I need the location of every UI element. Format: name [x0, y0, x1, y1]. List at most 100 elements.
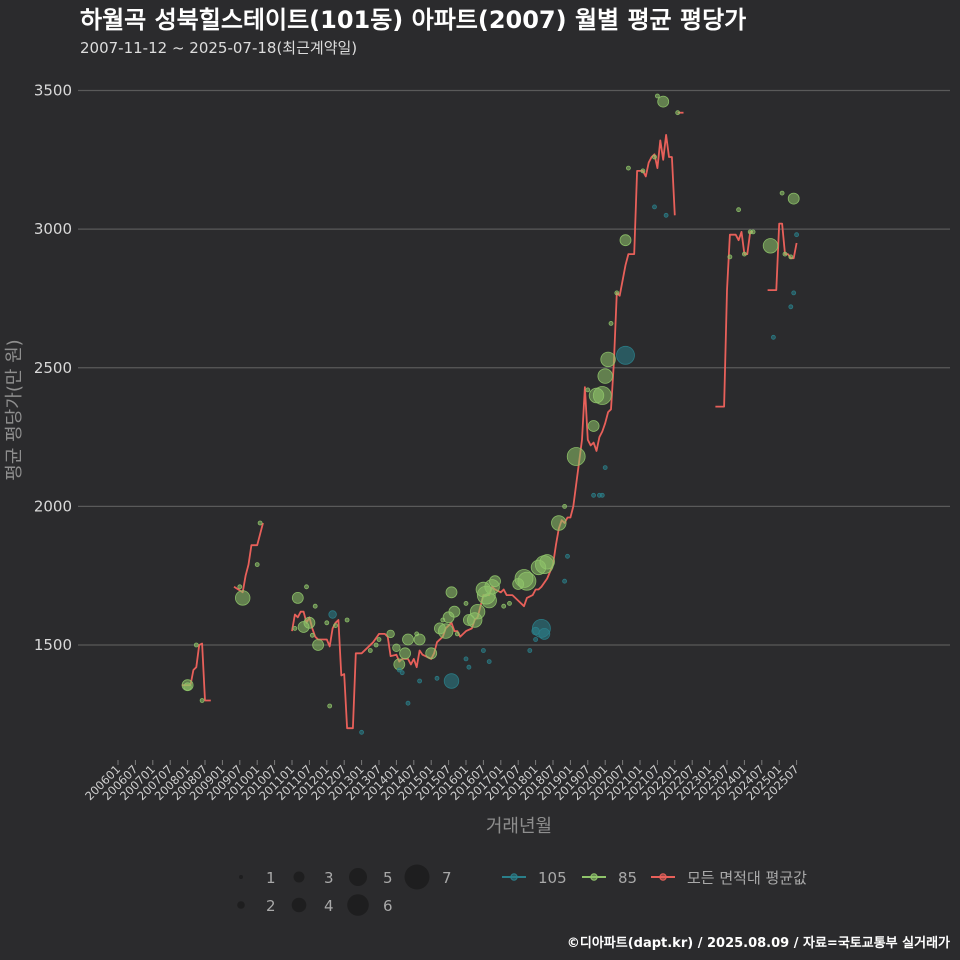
point-85: [727, 254, 733, 260]
point-85: [481, 592, 497, 609]
point-85: [257, 520, 263, 526]
point-85: [254, 562, 260, 567]
color-legend-dot: [590, 873, 598, 881]
point-105: [328, 610, 337, 619]
point-105: [434, 675, 440, 681]
point-85: [779, 190, 785, 196]
point-85: [566, 447, 586, 466]
point-85: [344, 617, 350, 623]
average-line-segment: [715, 230, 754, 408]
point-85: [303, 616, 316, 629]
point-105: [538, 628, 551, 640]
point-105: [599, 492, 605, 498]
size-legend-label: 2: [266, 897, 276, 915]
point-85: [312, 603, 318, 609]
y-tick-label: 3000: [34, 220, 72, 238]
point-105: [616, 345, 635, 365]
point-85: [592, 386, 612, 405]
point-105: [771, 334, 776, 340]
point-85: [619, 234, 632, 247]
average-line-segment: [233, 522, 264, 594]
point-85: [333, 623, 338, 628]
point-85: [750, 229, 756, 235]
point-85: [788, 254, 794, 260]
color-legend-label: 105: [538, 869, 567, 887]
point-105: [652, 204, 657, 210]
point-105: [788, 304, 794, 310]
size-legend-label: 5: [383, 869, 393, 887]
y-tick-label: 2500: [34, 359, 72, 377]
point-85: [501, 603, 507, 609]
point-85: [199, 698, 205, 703]
point-105: [565, 553, 570, 559]
point-85: [237, 584, 243, 590]
point-85: [292, 626, 298, 631]
size-legend-circle: [293, 871, 305, 883]
point-85: [551, 515, 567, 531]
point-85: [626, 165, 631, 171]
point-85: [234, 590, 251, 606]
point-105: [533, 637, 538, 642]
average-line-segment: [181, 642, 211, 702]
point-85: [655, 93, 660, 99]
point-85: [600, 351, 616, 368]
point-85: [312, 639, 325, 651]
size-legend-circle: [237, 901, 245, 909]
point-85: [392, 643, 401, 652]
point-105: [359, 729, 365, 735]
point-85: [193, 642, 199, 648]
size-legend-label: 1: [266, 869, 276, 887]
point-85: [291, 592, 304, 604]
color-legend-label: 85: [618, 869, 637, 887]
point-85: [597, 368, 613, 384]
point-85: [657, 95, 670, 108]
point-85: [587, 420, 600, 432]
average-line-series: [181, 111, 798, 730]
point-85: [309, 632, 315, 638]
point-85: [376, 637, 382, 642]
color-legend: 105 85 모든 면적대 평균값: [502, 869, 807, 887]
point-85: [675, 110, 681, 116]
point-85: [507, 601, 512, 606]
point-105: [562, 578, 567, 584]
size-legend-circle: [347, 894, 369, 916]
average-line-segment: [291, 133, 676, 730]
x-axis-title: 거래년월: [486, 816, 552, 837]
point-85: [539, 554, 555, 570]
point-85: [608, 320, 614, 326]
color-legend-label: 모든 면적대 평균값: [687, 869, 807, 887]
point-85: [183, 682, 192, 691]
point-105: [443, 673, 460, 689]
point-85: [469, 604, 486, 620]
point-105: [417, 678, 423, 684]
point-85: [517, 571, 537, 591]
point-85: [386, 629, 395, 639]
point-85: [742, 251, 747, 257]
point-105: [405, 700, 411, 706]
point-85: [373, 642, 379, 648]
chart-subtitle: 2007-11-12 ~ 2025-07-18(최근계약일): [80, 39, 357, 57]
point-85: [463, 601, 469, 606]
point-105: [791, 290, 797, 296]
size-legend-label: 3: [324, 869, 334, 887]
size-legend-circle: [239, 875, 243, 879]
y-axis-title: 평균 평당가(만 원): [4, 339, 25, 480]
source-caption: ©디아파트(dapt.kr) / 2025.08.09 / 자료=국토교통부 실…: [567, 935, 950, 951]
color-legend-dot: [659, 873, 667, 881]
size-legend-circle: [404, 864, 430, 890]
point-85: [402, 633, 414, 646]
point-105: [399, 670, 405, 676]
point-85: [787, 192, 800, 205]
point-105: [591, 492, 596, 498]
point-85: [454, 631, 460, 637]
x-axis-ticks: 2006012006072007012007072008012008072009…: [82, 760, 802, 803]
point-85: [782, 251, 788, 257]
point-105: [466, 664, 472, 670]
point-85: [324, 620, 330, 626]
color-legend-dot: [510, 873, 518, 881]
point-105: [527, 648, 533, 653]
point-85: [736, 207, 741, 213]
point-85: [438, 623, 454, 639]
point-105: [486, 659, 492, 664]
